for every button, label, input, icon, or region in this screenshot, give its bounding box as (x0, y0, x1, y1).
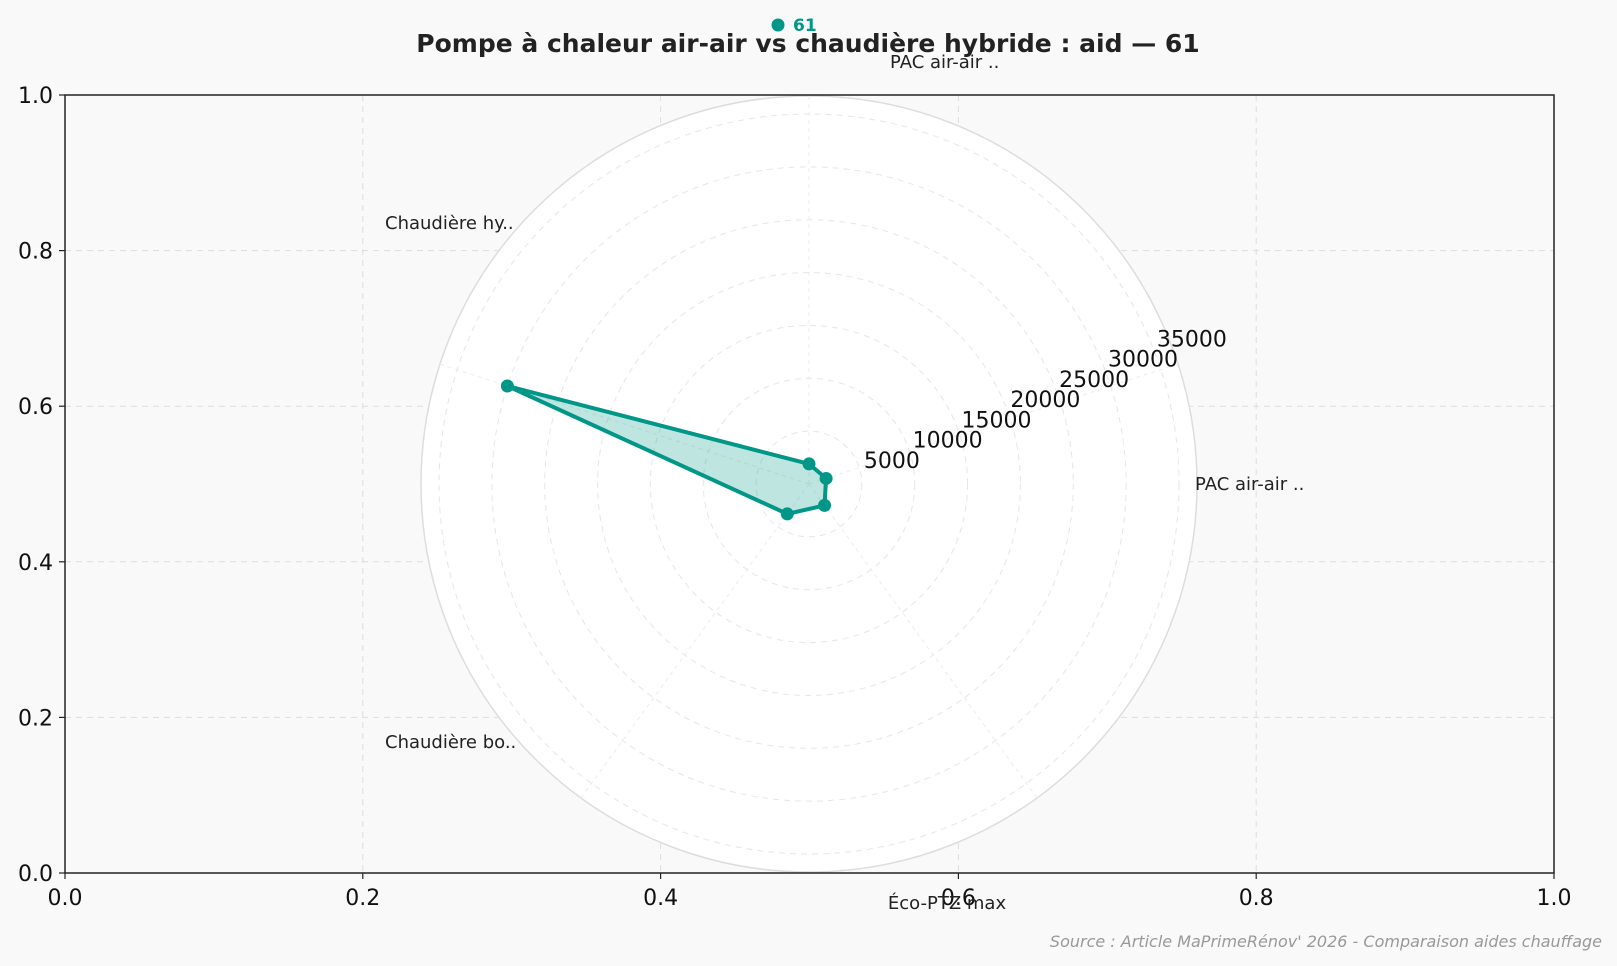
series-layer (500, 379, 833, 521)
category-label: PAC air-air .. (890, 52, 999, 73)
category-label: Éco-PTZ max (888, 892, 1007, 914)
legend: 61 (771, 16, 817, 36)
radial-tick-label: 15000 (962, 408, 1032, 433)
series-point (780, 507, 794, 521)
series-point (819, 471, 833, 485)
series-point (802, 457, 816, 471)
plot-frame (64, 94, 1555, 874)
series-area (507, 386, 827, 514)
x-tick-label: 0.6 (941, 886, 976, 911)
series-point (500, 379, 514, 393)
category-label: Chaudière bo.. (385, 732, 516, 753)
x-tick-label: 1.0 (1537, 886, 1572, 911)
polar-ring (491, 166, 1127, 802)
axis-ticks: 0.0 0.2 0.4 0.6 0.8 1.0 0.0 0.2 0.4 0.6 0.8 1.0 (18, 84, 1572, 911)
category-labels: PAC air-air .. PAC air-air .. Éco-PTZ max C… (385, 52, 1304, 914)
y-tick-label: 0.4 (18, 551, 53, 576)
x-tick-label: 0.4 (643, 886, 678, 911)
radial-tick-label: 35000 (1157, 327, 1227, 352)
category-label: Chaudière hy.. (385, 213, 514, 234)
y-tick-label: 1.0 (18, 84, 53, 109)
y-tick-label: 0.2 (18, 706, 53, 731)
polar-spoke (580, 483, 810, 799)
polar-spoke (808, 483, 1038, 799)
x-tick-label: 0.0 (48, 886, 83, 911)
polar-grid (420, 95, 1198, 873)
polar-spoke (808, 363, 1179, 485)
radial-tick-label: 5000 (864, 449, 920, 474)
radial-tick-label: 25000 (1059, 368, 1129, 393)
polar-ring (649, 324, 969, 644)
category-label: PAC air-air .. (1195, 474, 1304, 495)
radial-tick-label: 20000 (1010, 388, 1080, 413)
source-note: Source : Article MaPrimeRénov' 2026 - Co… (1050, 932, 1602, 951)
radial-tick-label: 30000 (1108, 348, 1178, 373)
y-tick-label: 0.0 (18, 862, 53, 887)
polar-ring (755, 430, 863, 538)
radial-tick-label: 10000 (913, 429, 983, 454)
y-tick-label: 0.8 (18, 240, 53, 265)
chart-title: Pompe à chaleur air-air vs chaudière hyb… (416, 29, 1199, 58)
legend-marker (771, 18, 785, 32)
legend-label: 61 (793, 16, 817, 36)
y-tick-label: 0.6 (18, 395, 53, 420)
x-tick-label: 0.2 (345, 886, 380, 911)
series-point (818, 498, 832, 512)
x-tick-label: 0.8 (1239, 886, 1274, 911)
